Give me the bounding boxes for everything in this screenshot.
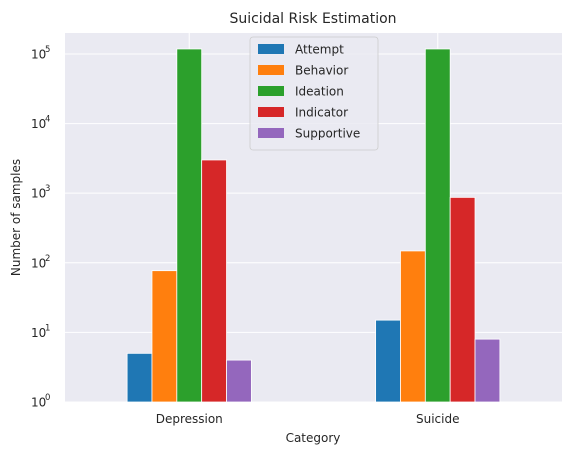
legend-label-behavior: Behavior xyxy=(295,64,348,78)
bar-behavior-depression xyxy=(152,271,177,402)
bar-attempt-suicide xyxy=(376,320,401,402)
legend-label-ideation: Ideation xyxy=(295,85,344,99)
y-tick-exponent: 4 xyxy=(45,115,50,125)
bar-supportive-suicide xyxy=(475,339,500,402)
legend-label-indicator: Indicator xyxy=(295,106,348,120)
x-axis-ticks: Depression Suicide xyxy=(156,412,460,426)
y-tick-exponent: 3 xyxy=(45,184,50,194)
bar-attempt-depression xyxy=(127,353,152,402)
y-tick-base: 10 xyxy=(31,256,46,270)
y-tick-label: 100 xyxy=(31,393,50,410)
bar-supportive-depression xyxy=(227,360,252,402)
legend-swatch-attempt xyxy=(258,44,284,54)
y-tick-label: 104 xyxy=(31,115,50,131)
y-tick-exponent: 1 xyxy=(45,323,50,333)
y-tick-exponent: 2 xyxy=(45,254,50,264)
legend-label-supportive: Supportive xyxy=(295,127,360,141)
y-tick-label: 105 xyxy=(31,45,50,62)
legend-swatch-ideation xyxy=(258,86,284,96)
y-tick-base: 10 xyxy=(31,117,46,131)
legend-label-attempt: Attempt xyxy=(295,43,344,57)
bar-indicator-depression xyxy=(202,160,227,402)
x-tick-label: Depression xyxy=(156,412,223,426)
y-tick-base: 10 xyxy=(31,326,46,340)
y-axis-label: Number of samples xyxy=(9,159,23,276)
y-tick-label: 101 xyxy=(31,323,50,340)
legend: Attempt Behavior Ideation Indicator Supporti… xyxy=(250,37,378,150)
bar-ideation-depression xyxy=(177,49,202,402)
y-tick-base: 10 xyxy=(31,396,46,410)
y-tick-base: 10 xyxy=(31,47,46,61)
bar-indicator-suicide xyxy=(450,197,475,402)
y-tick-exponent: 5 xyxy=(45,45,50,55)
legend-swatch-indicator xyxy=(258,107,284,117)
x-axis-label: Category xyxy=(286,431,341,445)
y-tick-label: 103 xyxy=(31,184,50,201)
bar-ideation-suicide xyxy=(425,49,450,402)
y-tick-exponent: 0 xyxy=(45,393,50,403)
legend-swatch-supportive xyxy=(258,128,284,138)
y-tick-label: 102 xyxy=(31,254,50,271)
y-tick-base: 10 xyxy=(31,187,46,201)
chart-title: Suicidal Risk Estimation xyxy=(229,11,396,27)
legend-swatch-behavior xyxy=(258,65,284,75)
x-tick-label: Suicide xyxy=(416,412,460,426)
bar-behavior-suicide xyxy=(400,251,425,402)
